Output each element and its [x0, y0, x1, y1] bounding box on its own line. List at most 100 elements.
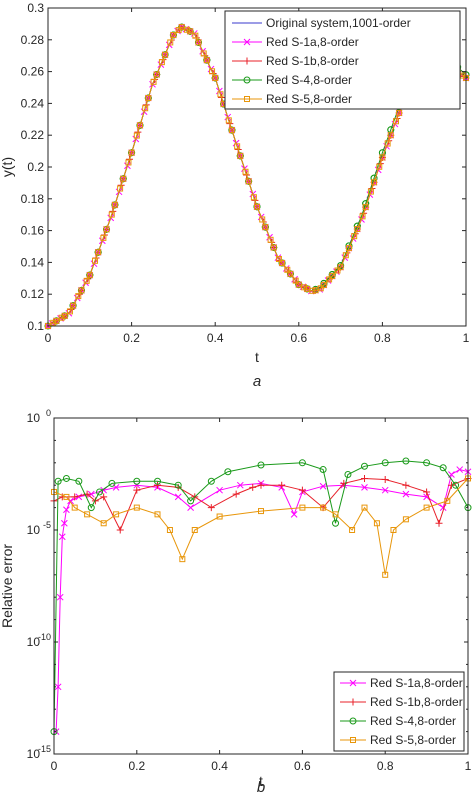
chart-a-marker	[337, 264, 344, 271]
chart-b-marker	[113, 511, 120, 518]
chart-a: 0 0.2 0.4 0.6 0.8 1 0.1 0.12 0.14 0.16 0.18 0.2 0.22…	[0, 1, 470, 390]
chart-a-marker	[225, 117, 232, 124]
chart-a-marker	[245, 178, 252, 185]
chart-a-ytick-label: 0.14	[21, 255, 45, 269]
chart-a-marker	[150, 78, 157, 85]
chart-a-marker	[128, 149, 135, 156]
chart-a-marker	[108, 211, 115, 218]
chart-b-marker	[319, 482, 327, 490]
chart-a-marker	[162, 51, 169, 58]
chart-a-marker	[125, 159, 132, 166]
chart-a-marker	[334, 267, 341, 274]
chart-b-marker	[257, 481, 265, 489]
chart-b-marker	[166, 527, 173, 533]
chart-b-marker	[133, 504, 140, 511]
chart-a-marker	[212, 74, 219, 81]
chart-a-legend-label: Red S-5,8-order	[266, 92, 352, 106]
chart-a-marker	[379, 154, 386, 161]
chart-a-marker	[376, 163, 383, 170]
chart-a-marker	[100, 234, 107, 241]
chart-a-marker	[387, 132, 394, 139]
chart-b-marker	[154, 481, 161, 489]
chart-b-marker	[84, 511, 91, 518]
chart-a-marker	[234, 143, 241, 150]
chart-a-marker	[203, 57, 210, 64]
chart-a-ytick-label: 0.3	[27, 1, 44, 15]
chart-b-marker	[58, 493, 66, 501]
chart-a-marker	[142, 105, 149, 112]
chart-b-ylabel: Relative error	[0, 544, 15, 628]
chart-a-marker	[58, 314, 65, 321]
chart-a-marker	[103, 226, 110, 233]
chart-a-marker	[50, 319, 57, 326]
chart-b-marker	[207, 504, 215, 512]
chart-a-ytick-label: 0.24	[21, 96, 45, 110]
chart-b-marker	[174, 493, 182, 501]
chart-b-marks	[50, 457, 472, 736]
chart-a-marker	[53, 317, 60, 324]
chart-b-ytick-exponent: -5	[43, 520, 51, 530]
chart-b-marker	[108, 479, 116, 487]
chart-b-marker	[423, 504, 430, 511]
chart-a-marker	[136, 122, 143, 129]
chart-b-marker	[402, 457, 410, 465]
chart-b-marker	[402, 481, 410, 489]
chart-a-marker	[158, 59, 165, 66]
chart-b-marker	[174, 481, 182, 489]
chart-a-marker	[192, 32, 199, 39]
chart-a-xtick-label: 0	[45, 331, 52, 345]
chart-b-series	[50, 457, 472, 736]
chart-a-marker	[371, 179, 378, 186]
chart-a-marker	[228, 127, 235, 134]
chart-a-marker	[86, 272, 93, 279]
chart-b-marker	[452, 481, 460, 489]
chart-b-marker	[423, 459, 431, 467]
chart-b-ytick-label: 10	[27, 635, 41, 649]
chart-a-marker	[345, 245, 352, 252]
chart-a-marker	[111, 201, 118, 208]
chart-b-marker	[423, 493, 430, 501]
chart-b-marker	[63, 493, 70, 500]
chart-a-legend-label: Red S-1a,8-order	[266, 35, 359, 49]
chart-a-legend-marker	[243, 57, 251, 65]
chart-a-marker	[183, 26, 190, 33]
chart-b-marker	[319, 466, 327, 474]
chart-b-legend-marker	[349, 679, 357, 687]
chart-a-marker	[195, 39, 202, 46]
chart-a-legend-label: Red S-1b,8-order	[266, 54, 359, 68]
chart-a-marker	[200, 50, 207, 57]
chart-b-marker	[133, 486, 141, 494]
chart-b-marker	[96, 488, 104, 496]
chart-b-marker	[402, 490, 410, 498]
chart-b-marker	[390, 527, 397, 533]
chart-a-ytick-label: 0.1	[27, 319, 44, 333]
chart-a-marker	[250, 194, 257, 201]
chart-b-marker	[116, 526, 124, 534]
chart-b-marker	[62, 474, 70, 482]
chart-b-marker	[187, 504, 194, 511]
chart-b-marker	[382, 571, 389, 578]
chart-b-marker	[361, 504, 368, 511]
chart-a-xtick-label: 1	[463, 331, 470, 345]
chart-a-marker	[329, 273, 336, 280]
chart-a-ytick-label: 0.12	[21, 287, 45, 301]
chart-b-series-line	[53, 477, 469, 532]
chart-a-marker	[362, 204, 369, 211]
chart-b-series-line	[53, 478, 469, 575]
chart-a-marker	[351, 233, 358, 240]
chart-b-marker	[332, 519, 340, 527]
chart-b-ytick-label: 10	[27, 747, 41, 761]
chart-b-marker	[54, 683, 62, 691]
chart-a-ticks: 0 0.2 0.4 0.6 0.8 1 0.1 0.12 0.14 0.16 0.18 0.2 0.22…	[21, 1, 470, 345]
chart-b-xtick-label: 0.2	[128, 759, 145, 773]
chart-b-xtick-label: 0.4	[211, 759, 228, 773]
chart-a-marker	[301, 284, 308, 291]
chart-b-marker	[444, 497, 451, 504]
chart-a-marker	[275, 255, 282, 262]
chart-a-legend-marker	[243, 76, 251, 84]
chart-b-marker	[258, 508, 264, 515]
chart-b-marker	[435, 519, 443, 527]
